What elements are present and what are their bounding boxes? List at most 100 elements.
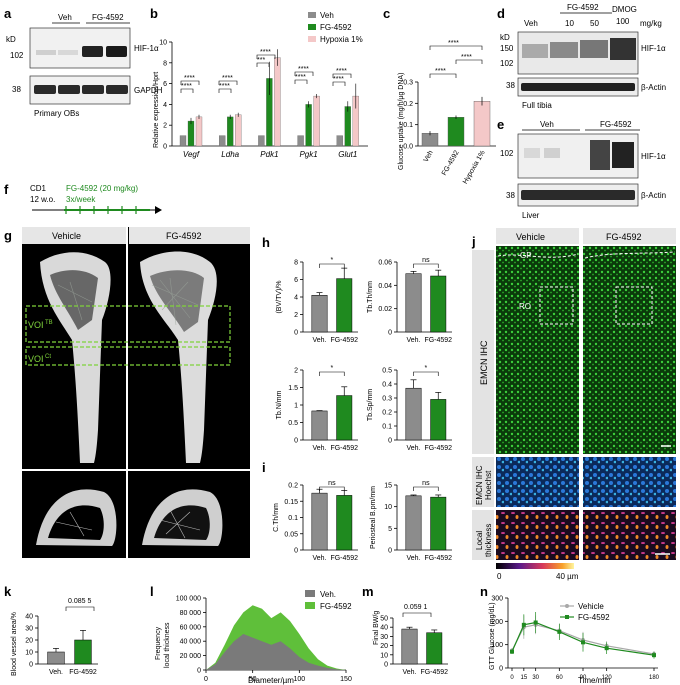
hoechst-fg-image xyxy=(583,457,676,507)
i1-bar-0 xyxy=(311,492,328,551)
chart-h3: 0 0.5 1 1.5 2 Veh. FG-4592 Tb.N/mm * xyxy=(276,365,358,452)
h2-sig: ns xyxy=(422,257,430,264)
l-xtick-label-0: 0 xyxy=(204,676,208,683)
m-pval: 0.059 1 xyxy=(404,604,427,611)
c-sig-1: **** xyxy=(435,68,446,75)
voi-ct-sup: Ct xyxy=(45,354,51,360)
k-ytick-label-3: 30 xyxy=(25,626,33,633)
chart-h4: 0 0.1 0.2 0.3 0.4 0.5 Veh. FG-4592 Tb.Sp/mm * xyxy=(367,365,452,452)
voi-tb-label: VOI xyxy=(28,320,44,330)
h2-sig-bracket xyxy=(413,263,439,268)
n-ytick-label-2: 200 xyxy=(491,619,503,626)
h1-xlabel-1: FG-4592 xyxy=(330,337,358,344)
h4-ylabel: Tb.Sp/mm xyxy=(367,389,374,421)
h4-ytick-label-0: 0 xyxy=(388,438,392,445)
h2-bar-0 xyxy=(405,273,422,333)
b-ytick-label-3: 6 xyxy=(163,81,167,88)
h3-ytick-label-0: 0 xyxy=(294,438,298,445)
b-bar-1-1 xyxy=(227,116,234,147)
l-ytick-label-1: 20 000 xyxy=(180,653,202,660)
i1-sig-bracket xyxy=(319,486,345,491)
b-ytick-label-5: 10 xyxy=(159,40,167,47)
l-xtick-label-1: 50 xyxy=(249,676,257,683)
i1-bar-1 xyxy=(336,495,353,551)
chart-i2: 0 5 10 15 Veh. FG-4592 Periosteal B.pm/mm ns xyxy=(370,480,452,562)
panel-d-caption: Full tibia xyxy=(522,101,552,110)
h4-sig: * xyxy=(425,365,428,372)
h3-ytick-label-3: 1.5 xyxy=(288,385,298,392)
m-ytick-label-2: 20 xyxy=(380,643,388,650)
h2-bar-1 xyxy=(430,275,447,333)
chart-b-legend-2: Hypoxia 1% xyxy=(320,35,363,44)
m-ytick-label-1: 10 xyxy=(380,652,388,659)
h3-xlabel-0: Veh. xyxy=(312,445,326,452)
b-bar-1-0 xyxy=(219,135,226,147)
m-bar-0 xyxy=(401,628,418,665)
emcn-vehicle-image xyxy=(496,246,579,454)
h3-ytick-label-4: 2 xyxy=(294,368,298,375)
panel-d-m102: 102 xyxy=(500,59,514,68)
c-ytick-label-1: 0.1 xyxy=(403,122,413,129)
panel-e-label: e xyxy=(497,117,504,132)
j-veh-header: Vehicle xyxy=(516,232,545,242)
m-xlabel-0: Veh. xyxy=(402,669,416,676)
panel-e-caption: Liver xyxy=(522,211,540,220)
h2-ytick-label-0: 0 xyxy=(388,330,392,337)
i1-xlabel-0: Veh. xyxy=(312,555,326,562)
i1-ytick-label-4: 0.2 xyxy=(288,483,298,490)
chart-b-legend-1: FG-4592 xyxy=(320,23,352,32)
j-row2a-label: EMCN IHC xyxy=(475,465,484,505)
h3-ylabel: Tb.N/mm xyxy=(276,390,283,419)
n-xtick-label-6: 180 xyxy=(649,675,660,681)
i2-ytick-label-2: 10 xyxy=(384,504,392,511)
j-gp-label: GP xyxy=(520,251,532,260)
n-xtick-label-0: 0 xyxy=(510,675,514,681)
n-point-1-6 xyxy=(652,653,656,658)
h1-sig: * xyxy=(331,257,334,264)
h4-ytick-label-4: 0.4 xyxy=(382,382,392,389)
j-ro-label: RO xyxy=(519,302,531,311)
h1-bar-0 xyxy=(311,295,328,333)
i2-ylabel: Periosteal B.pm/mm xyxy=(370,486,377,549)
b-ytick-label-1: 2 xyxy=(163,123,167,130)
panel-f-label: f xyxy=(4,182,9,197)
n-point-1-2 xyxy=(533,620,538,625)
h3-sig-bracket xyxy=(319,371,345,376)
chart-h1: 0 2 4 6 8 Veh. FG-4592 (BV/TV)/% * xyxy=(276,257,358,344)
m-ytick-label-4: 40 xyxy=(380,625,388,632)
n-ytick-label-3: 300 xyxy=(491,596,503,603)
b-bar-3-0 xyxy=(297,135,304,147)
h1-ytick-label-0: 0 xyxy=(294,330,298,337)
panel-i-label: i xyxy=(262,460,266,475)
l-ytick-label-2: 40 000 xyxy=(180,639,202,646)
panel-a-m38: 38 xyxy=(12,85,21,94)
panel-a-caption: Primary OBs xyxy=(34,109,79,118)
panel-d-m38: 38 xyxy=(506,81,515,90)
hoechst-vehicle-image xyxy=(496,457,579,507)
m-ytick-label-0: 0 xyxy=(384,662,388,669)
thickness-fg-image xyxy=(583,510,676,560)
n-point-1-3 xyxy=(557,629,562,634)
chart-l-xlabel: Diameter/µm xyxy=(248,676,294,685)
chart-n-ylabel: GTT Glucose (mg/dL) xyxy=(489,602,496,670)
panel-d-m150: 150 xyxy=(500,44,514,53)
c-sig-3: **** xyxy=(461,54,472,61)
h1-ytick-label-3: 6 xyxy=(294,277,298,284)
m-bar-1 xyxy=(426,632,443,665)
chart-m-ylabel: Final BW/g xyxy=(373,611,380,645)
k-xlabel-1: FG-4592 xyxy=(69,669,97,676)
chart-k: 0 10 20 30 40 Veh. FG-4592 xyxy=(25,614,98,676)
chart-c-ylabel: Glucose uptake (mg/h/µg DNA) xyxy=(398,73,405,170)
voi-ct-label: VOI xyxy=(28,354,44,364)
b-xlabel-1: Ldha xyxy=(221,150,239,159)
b-sig-6: **** xyxy=(260,49,271,56)
h4-ytick-label-5: 0.5 xyxy=(382,368,392,375)
c-sig-2: **** xyxy=(448,40,459,47)
b-sig-7: **** xyxy=(295,74,306,81)
panel-a-veh: Veh xyxy=(58,13,72,22)
panel-d-lane-2: 50 xyxy=(590,19,599,28)
h1-ytick-label-1: 2 xyxy=(294,312,298,319)
n-xtick-label-5: 120 xyxy=(602,675,613,681)
chart-n: 0 100 200 300 0 15 30 60 90 120 180 xyxy=(491,596,659,682)
